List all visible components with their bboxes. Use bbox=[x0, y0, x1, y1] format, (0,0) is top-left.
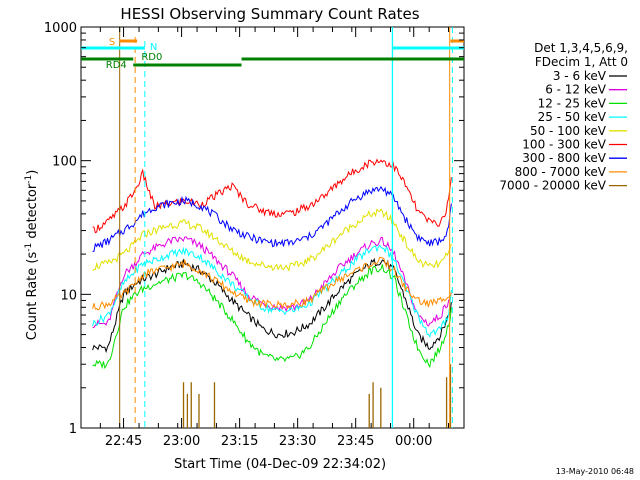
series-line-0 bbox=[92, 257, 452, 354]
series-line-5 bbox=[92, 158, 452, 234]
series-line-4 bbox=[92, 208, 452, 272]
plot-area-frame bbox=[80, 26, 465, 429]
y-axis-label-end: ) bbox=[25, 170, 40, 175]
x-tick-label: 23:30 bbox=[279, 434, 316, 449]
series-line-7 bbox=[92, 256, 452, 311]
footer-timestamp: 13-May-2010 06:48 bbox=[556, 467, 634, 476]
y-tick-label: 1000 bbox=[44, 21, 77, 36]
x-tick-label: 00:00 bbox=[395, 434, 432, 449]
flag-label-n: N bbox=[150, 42, 157, 53]
y-axis-label-sup2: -1 bbox=[24, 175, 34, 184]
legend-header-line2: FDecim 1, Att 0 bbox=[535, 55, 628, 69]
flag-label-rd0: RD0 bbox=[141, 52, 162, 63]
series-line-2 bbox=[92, 264, 452, 370]
legend-label: 300 - 800 keV bbox=[522, 151, 606, 165]
legend-header-line1: Det 1,3,4,5,6,9, bbox=[534, 41, 628, 55]
y-tick-label: 10 bbox=[60, 288, 77, 303]
legend-label: 100 - 300 keV bbox=[522, 138, 606, 152]
legend-label: 800 - 7000 keV bbox=[515, 165, 607, 179]
x-tick-label: 23:00 bbox=[163, 434, 200, 449]
y-tick-label: 100 bbox=[52, 155, 77, 170]
y-axis-label-main: Count Rate (s bbox=[25, 252, 40, 341]
legend-label: 3 - 6 keV bbox=[553, 69, 607, 83]
x-tick-label: 23:45 bbox=[337, 434, 374, 449]
series-line-3 bbox=[92, 244, 452, 338]
y-axis-label-sup1: -1 bbox=[24, 243, 34, 252]
legend-label: 25 - 50 keV bbox=[538, 110, 607, 124]
flag-label-rd4: RD4 bbox=[106, 60, 127, 71]
series-line-6 bbox=[92, 185, 452, 253]
legend-label: 7000 - 20000 keV bbox=[499, 179, 606, 193]
chart-title: HESSI Observing Summary Count Rates bbox=[120, 5, 419, 23]
y-tick-label: 1 bbox=[69, 422, 77, 437]
legend-label: 6 - 12 keV bbox=[545, 83, 607, 97]
x-tick-label: 22:45 bbox=[105, 434, 142, 449]
legend-label: 50 - 100 keV bbox=[530, 124, 607, 138]
flag-label-s: S bbox=[109, 37, 115, 48]
legend: Det 1,3,4,5,6,9, FDecim 1, Att 0 3 - 6 k… bbox=[499, 41, 628, 193]
x-tick-label: 23:15 bbox=[221, 434, 258, 449]
series-line-1 bbox=[92, 236, 452, 329]
y-axis-label-mid: detector bbox=[25, 183, 40, 243]
y-axis-label: Count Rate (s-1 detector-1) bbox=[24, 170, 40, 341]
x-axis-label: Start Time (04-Dec-09 22:34:02) bbox=[174, 457, 386, 472]
legend-label: 12 - 25 keV bbox=[538, 96, 607, 110]
